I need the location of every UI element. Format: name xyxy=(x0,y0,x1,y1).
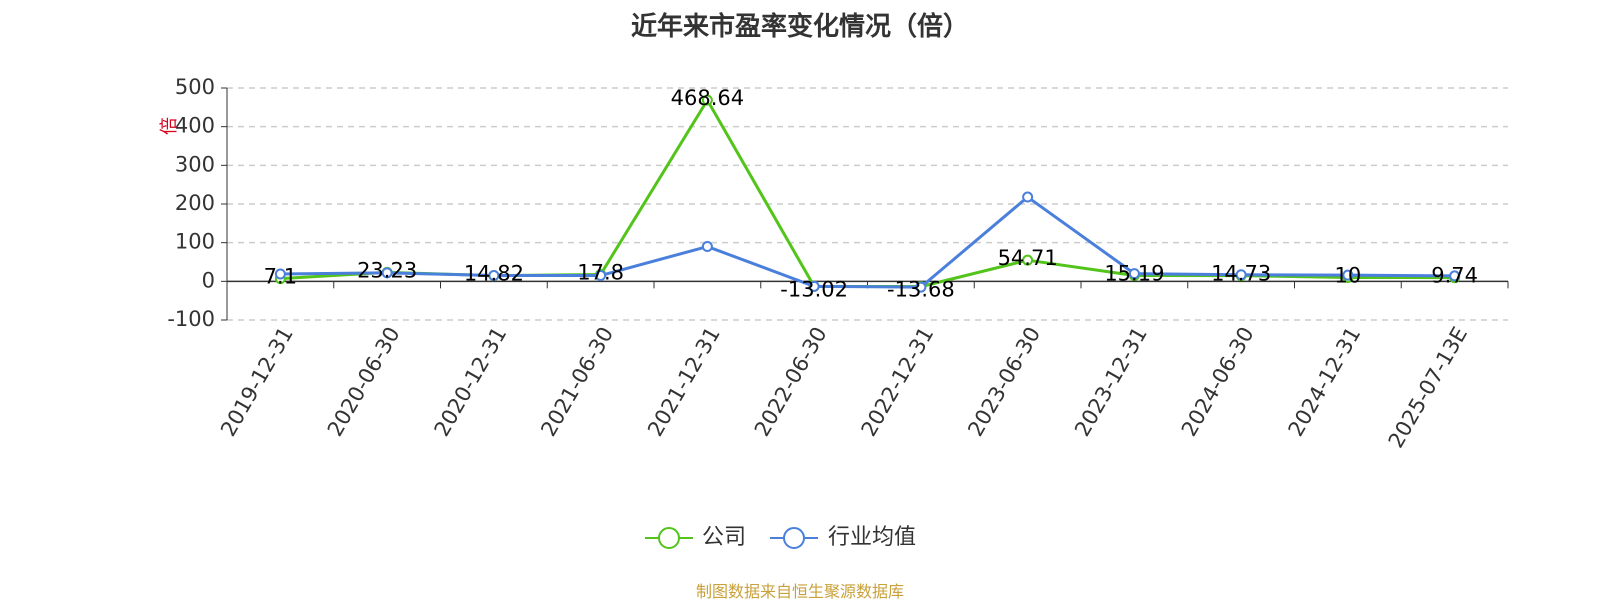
legend-marker xyxy=(658,527,680,549)
y-tick-label: 300 xyxy=(175,152,215,176)
y-tick-label: 100 xyxy=(175,230,215,254)
data-point xyxy=(1022,191,1034,203)
data-point xyxy=(1235,269,1247,281)
x-tick-label: 2024-06-30 xyxy=(1177,323,1259,441)
series-line-1 xyxy=(280,195,1455,289)
x-tick-label: 2021-06-30 xyxy=(536,323,618,441)
y-tick-label: 500 xyxy=(175,75,215,99)
data-label: 14.82 xyxy=(464,262,524,286)
data-point xyxy=(1022,254,1034,266)
legend-item-0[interactable]: 公司 xyxy=(645,525,746,550)
legend-label: 公司 xyxy=(702,525,746,550)
data-label: 468.64 xyxy=(671,86,744,110)
x-tick-label: 2023-06-30 xyxy=(963,323,1045,441)
chart-title: 近年来市盈率变化情况（倍） xyxy=(630,12,969,42)
x-tick-label: 2021-12-31 xyxy=(643,323,725,441)
data-point xyxy=(595,270,607,282)
legend-item-1[interactable]: 行业均值 xyxy=(770,525,916,550)
y-tick-label: 400 xyxy=(175,114,215,138)
legend: 公司 行业均值 xyxy=(645,525,916,550)
data-label: 7.1 xyxy=(264,265,297,289)
series xyxy=(274,94,1461,293)
grid-lines xyxy=(227,87,1508,321)
x-tick-label: 2020-06-30 xyxy=(323,323,405,441)
data-label: -13.68 xyxy=(887,278,955,302)
data-point xyxy=(1449,270,1461,282)
y-tick-label: 200 xyxy=(175,191,215,215)
x-tick-label: 2020-12-31 xyxy=(430,323,512,441)
data-label: 10 xyxy=(1335,263,1362,287)
y-tick-label: -100 xyxy=(167,307,215,331)
series-line-0 xyxy=(280,98,1455,289)
data-point xyxy=(488,270,500,282)
data-point xyxy=(381,267,393,279)
data-label: 14.73 xyxy=(1211,262,1271,286)
data-label: -13.02 xyxy=(780,277,848,301)
data-point xyxy=(274,268,286,280)
data-label: 9.74 xyxy=(1431,264,1478,288)
source-note: 制图数据来自恒生聚源数据库 xyxy=(695,582,904,601)
y-tick-label: 0 xyxy=(202,268,215,292)
data-point xyxy=(701,94,713,106)
legend-label: 行业均值 xyxy=(828,525,916,550)
data-point xyxy=(1342,269,1354,281)
x-tick-label: 2023-12-31 xyxy=(1070,323,1152,441)
data-point xyxy=(915,281,927,293)
legend-marker xyxy=(783,527,805,549)
data-label: 15.19 xyxy=(1104,261,1164,285)
data-label: 54.71 xyxy=(998,246,1058,270)
y-axis-title: 倍 xyxy=(159,117,180,135)
x-tick-label: 2022-06-30 xyxy=(750,323,832,441)
x-tick-label: 2019-12-31 xyxy=(216,323,298,441)
data-label: 17.8 xyxy=(577,260,624,284)
x-tick-label: 2022-12-31 xyxy=(857,323,939,441)
data-point xyxy=(808,280,820,292)
data-point xyxy=(701,241,713,253)
x-tick-label: 2024-12-31 xyxy=(1284,323,1366,441)
data-labels: 7.1 23.23 14.82 17.8 468.64 -13.02 -13.68 54.71… xyxy=(264,86,1478,301)
data-label: 23.23 xyxy=(357,258,417,282)
x-tick-label: 2025-07-13E xyxy=(1384,323,1472,452)
data-point xyxy=(1128,268,1140,280)
